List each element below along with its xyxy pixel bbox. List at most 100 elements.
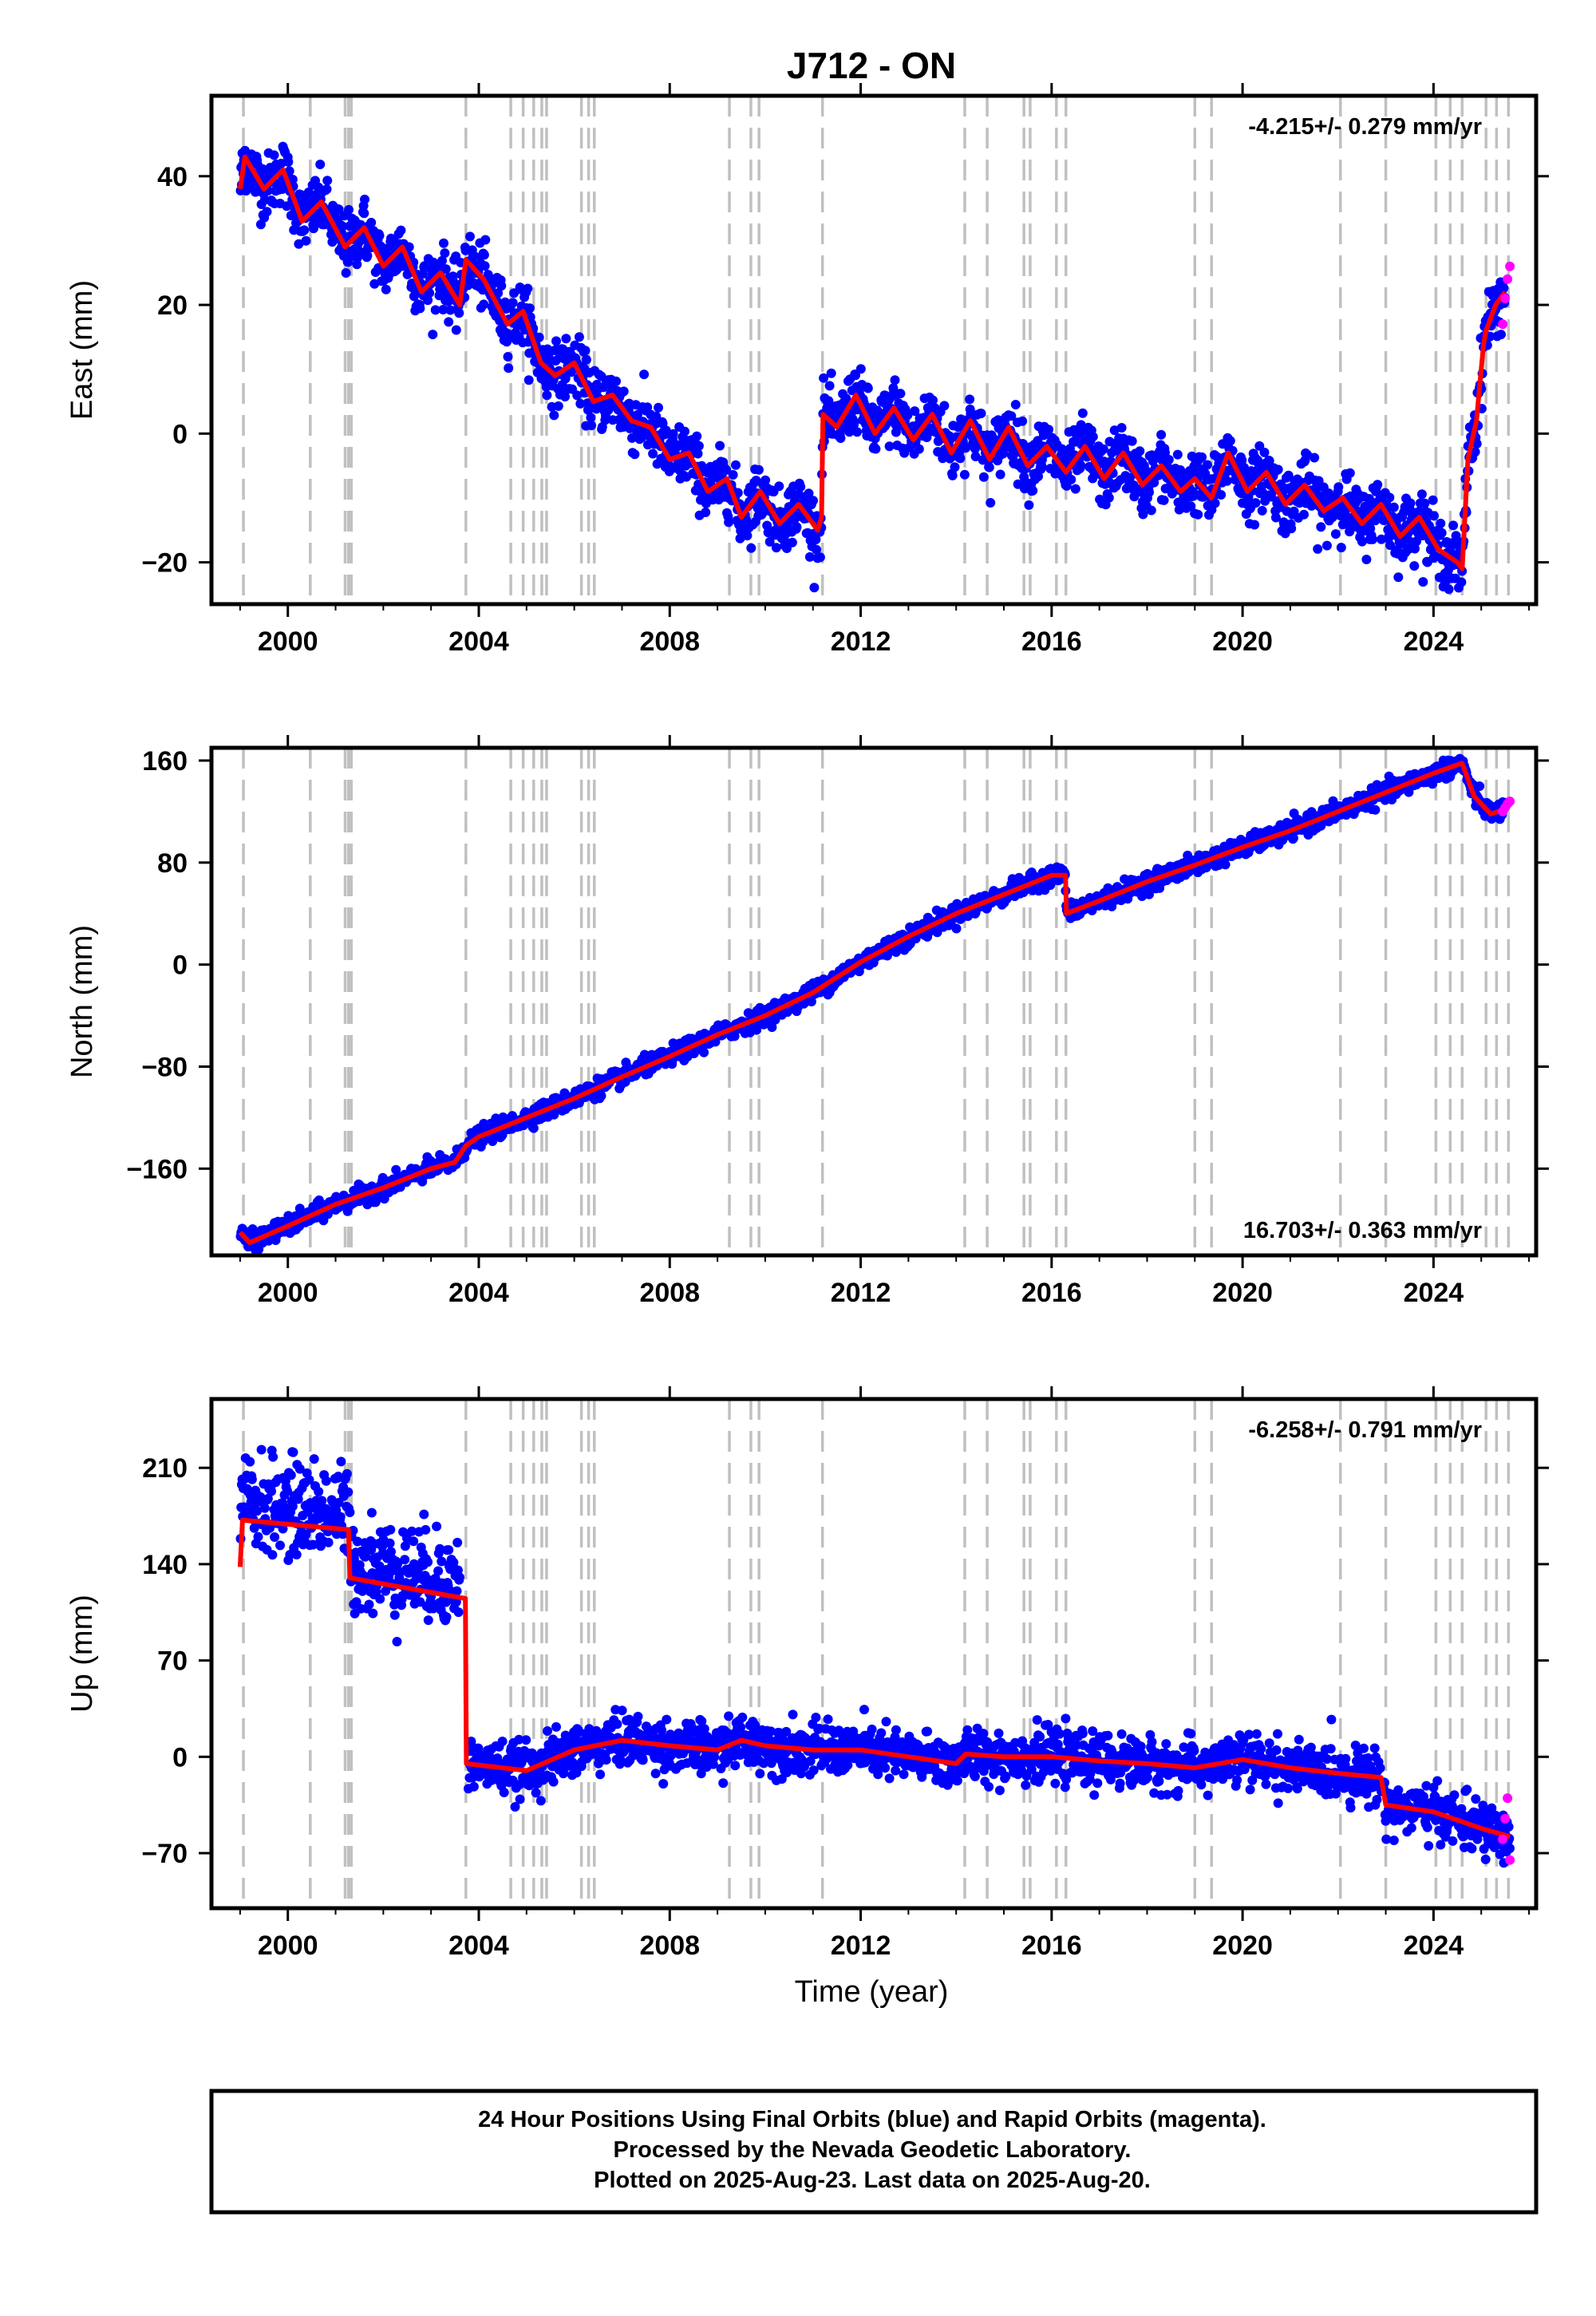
x-tick-label: 2020: [1212, 1278, 1273, 1308]
final-point: [1160, 448, 1170, 458]
final-points-series: [235, 1445, 1515, 1868]
final-point: [642, 402, 653, 413]
y-tick-label: −80: [141, 1052, 188, 1082]
final-point: [1330, 529, 1341, 539]
final-point: [287, 1501, 298, 1512]
final-point: [344, 204, 354, 215]
rate-label: 16.703+/- 0.363 mm/yr: [1243, 1218, 1482, 1243]
x-tick-label: 2020: [1212, 626, 1273, 657]
east-panel: 2000 2004 2008 2012 2016 2020 202440200−20East…: [65, 83, 1549, 657]
final-point: [454, 308, 464, 318]
final-point: [267, 1550, 278, 1560]
final-point: [947, 470, 958, 480]
final-point: [322, 176, 333, 186]
final-point: [294, 1464, 305, 1474]
final-point: [287, 174, 298, 184]
final-point: [1273, 464, 1283, 475]
final-point: [1116, 423, 1127, 433]
final-point: [1470, 447, 1480, 457]
final-point: [1024, 500, 1034, 510]
final-point: [352, 259, 362, 270]
final-point: [269, 150, 279, 160]
final-point: [1357, 536, 1367, 547]
final-point: [1420, 498, 1430, 508]
x-tick-label: 2004: [448, 626, 509, 657]
final-point: [639, 370, 650, 380]
final-point: [950, 462, 960, 472]
final-point: [496, 281, 507, 291]
rapid-point: [1505, 796, 1515, 807]
rapid-points-series: [1498, 261, 1515, 330]
final-point: [715, 441, 725, 451]
final-point: [534, 332, 544, 342]
final-point: [294, 239, 304, 249]
final-point: [508, 298, 518, 308]
final-point: [1345, 468, 1355, 478]
final-point: [338, 221, 348, 231]
final-point: [1124, 472, 1135, 483]
final-point: [1283, 470, 1294, 480]
final-point: [1144, 487, 1154, 497]
x-tick-label: 2008: [639, 1278, 700, 1308]
final-point: [1010, 400, 1021, 409]
final-point: [1253, 455, 1263, 465]
final-point: [283, 156, 294, 167]
final-point: [343, 257, 354, 267]
final-point: [493, 288, 504, 298]
final-point: [728, 470, 738, 480]
final-point: [430, 305, 440, 315]
final-point: [965, 394, 975, 405]
final-point: [440, 264, 451, 275]
final-point: [903, 410, 913, 421]
final-point: [792, 522, 802, 532]
final-point: [863, 383, 873, 393]
final-point: [1393, 572, 1404, 583]
final-point: [928, 395, 938, 405]
final-point: [1193, 509, 1203, 520]
final-point: [1313, 543, 1323, 554]
final-point: [1033, 472, 1043, 481]
final-point: [1156, 429, 1167, 440]
final-point: [1178, 469, 1187, 480]
final-point: [359, 208, 369, 219]
final-point: [509, 288, 519, 298]
final-point: [572, 390, 583, 401]
plot-area: [235, 748, 1515, 1255]
final-point: [1496, 330, 1506, 340]
final-point: [1302, 449, 1313, 460]
final-point: [826, 368, 836, 378]
y-tick-label: 0: [172, 951, 188, 981]
final-point: [851, 370, 860, 381]
final-point: [288, 1447, 298, 1457]
x-tick-label: 2012: [831, 1278, 891, 1308]
final-point: [995, 469, 1005, 480]
final-point: [580, 346, 591, 356]
final-point: [503, 352, 513, 362]
final-point: [366, 217, 377, 227]
y-tick-label: −20: [141, 548, 188, 579]
final-point: [914, 444, 924, 454]
final-point: [270, 1532, 280, 1542]
final-point: [528, 1123, 539, 1133]
final-point: [1286, 524, 1297, 534]
final-point: [815, 552, 825, 563]
final-point: [1259, 447, 1270, 457]
final-point: [596, 1091, 606, 1101]
final-point: [1428, 495, 1438, 505]
final-point: [587, 421, 597, 431]
final-point: [1451, 531, 1461, 541]
final-point: [764, 536, 775, 547]
final-point: [1257, 505, 1267, 516]
final-point: [804, 551, 815, 562]
final-point: [1076, 460, 1085, 470]
final-point: [1429, 511, 1439, 521]
y-tick-label: 80: [157, 848, 188, 879]
final-point: [1409, 561, 1420, 571]
final-point: [1104, 492, 1114, 503]
final-point: [1066, 474, 1077, 484]
rapid-point: [1500, 294, 1511, 303]
final-point: [1385, 540, 1395, 551]
final-points-series: [235, 753, 1510, 1255]
y-axis-label: North (mm): [65, 925, 99, 1078]
final-point: [692, 431, 702, 441]
